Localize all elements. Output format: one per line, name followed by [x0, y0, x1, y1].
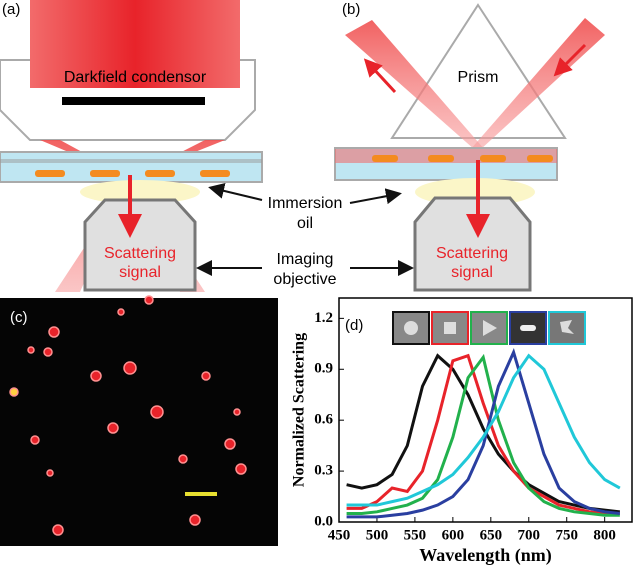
panel-label: (b) [342, 1, 360, 18]
objective-label: objective [273, 271, 336, 288]
x-axis-label: Wavelength (nm) [419, 545, 552, 566]
x-tick-label: 700 [518, 527, 541, 543]
panel-label: (d) [345, 317, 363, 334]
objective-label: Imaging [277, 251, 334, 268]
panel-a [0, 0, 263, 292]
signal-label: signal [451, 264, 493, 281]
plot-frame [338, 297, 633, 523]
x-tick-label: 800 [593, 527, 616, 543]
prism-label: Prism [458, 69, 499, 86]
panel-label: (c) [10, 309, 28, 326]
y-tick-label: 1.2 [314, 310, 333, 326]
x-tick-label: 600 [442, 527, 465, 543]
condensor-label: Darkfield condensor [64, 69, 207, 86]
x-tick-label: 500 [366, 527, 389, 543]
y-tick-label: 0.0 [314, 513, 333, 529]
series-line [346, 353, 620, 516]
signal-label: signal [119, 264, 161, 281]
x-tick-label: 450 [328, 527, 351, 543]
series-line [346, 347, 621, 519]
insets [392, 311, 586, 345]
oil-label: oil [297, 215, 313, 232]
panel-b [334, 3, 605, 292]
signal-label: Scattering [104, 245, 176, 262]
chart: 0.0 0.3 0.6 0.9 1.2 450 500 550 600 650 700 750 800 W… [291, 297, 633, 566]
panel-label: (a) [2, 1, 20, 18]
x-tick-label: 650 [480, 527, 503, 543]
x-tick-label: 750 [555, 527, 578, 543]
signal-label: Scattering [436, 245, 508, 262]
oil-label: Immersion [268, 195, 343, 212]
series-line [346, 353, 620, 517]
y-axis-label: Normalized Scattering [291, 333, 308, 487]
y-tick-label: 0.6 [314, 412, 333, 428]
y-tick-label: 0.9 [314, 361, 333, 377]
series-line [346, 353, 621, 514]
series-line [346, 353, 621, 507]
y-tick-label: 0.3 [314, 463, 333, 479]
x-tick-label: 550 [404, 527, 427, 543]
micrograph [0, 295, 278, 546]
